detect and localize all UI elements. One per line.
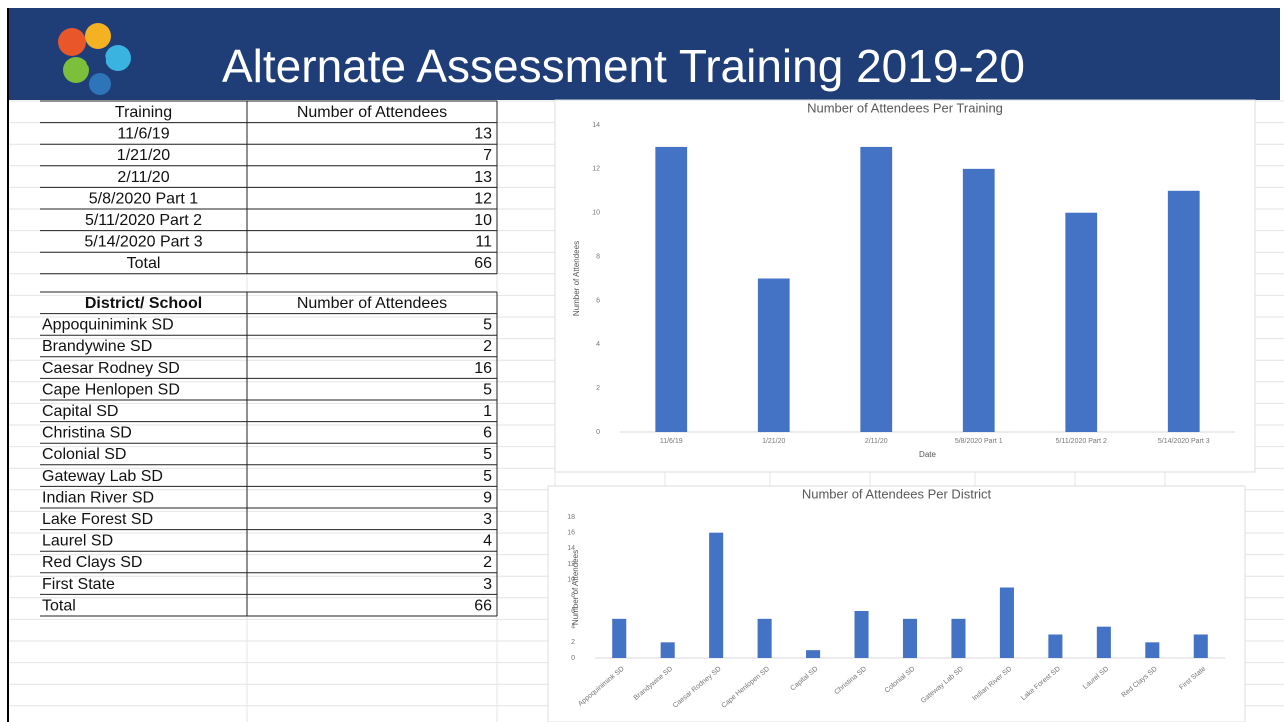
row-label: Capital SD: [42, 403, 118, 420]
banner: [8, 8, 1280, 100]
y-tick-label: 18: [567, 514, 575, 521]
row-label: Laurel SD: [42, 533, 113, 550]
bar: [1145, 642, 1160, 658]
y-tick-label: 10: [567, 577, 575, 584]
row-value: 11: [475, 234, 492, 251]
y-tick-label: 2: [571, 639, 575, 646]
bar: [1096, 626, 1111, 658]
y-tick-label: 8: [571, 592, 575, 599]
row-label: Brandywine SD: [42, 338, 152, 355]
x-tick-label: 1/21/20: [762, 438, 785, 445]
row-value: 66: [474, 597, 492, 614]
y-tick-label: 14: [567, 545, 575, 552]
y-tick-label: 4: [571, 624, 575, 631]
y-tick-label: 16: [567, 530, 575, 537]
bar: [612, 618, 627, 658]
row-value: 6: [483, 425, 492, 442]
column-header: Training: [115, 104, 172, 121]
row-value: 2: [483, 554, 492, 571]
x-tick-label: 11/6/19: [660, 438, 683, 445]
row-label: 5/14/2020 Part 3: [84, 234, 202, 251]
row-label: Red Clays SD: [42, 554, 142, 571]
x-axis-label: Date: [919, 450, 936, 459]
y-tick-label: 0: [596, 429, 600, 436]
x-tick-label: 2/11/20: [865, 438, 888, 445]
row-label: Appoquinimink SD: [42, 317, 174, 334]
row-value: 5: [483, 446, 492, 463]
row-label: 11/6/19: [117, 126, 169, 143]
row-value: 13: [474, 126, 492, 143]
y-tick-label: 12: [567, 561, 575, 568]
row-value: 9: [483, 489, 492, 506]
chart-title: Number of Attendees Per Training: [807, 100, 1003, 115]
y-axis-label: Number of Attendees: [571, 550, 580, 625]
row-value: 3: [483, 576, 492, 593]
row-value: 3: [483, 511, 492, 528]
slide-title: Alternate Assessment Training 2019-20: [222, 40, 1025, 92]
logo: [58, 23, 131, 95]
column-header: District/ School: [85, 295, 202, 312]
column-header: Number of Attendees: [297, 104, 447, 121]
chart-box: [547, 485, 1246, 722]
bar: [660, 642, 675, 658]
row-value: 5: [483, 468, 492, 485]
column-header: Number of Attendees: [297, 295, 447, 312]
row-label: Cape Henlopen SD: [42, 381, 180, 398]
row-label: Gateway Lab SD: [42, 468, 163, 485]
row-label: 2/11/20: [117, 169, 169, 186]
y-tick-label: 12: [592, 166, 600, 173]
row-value: 1: [483, 403, 492, 420]
bar: [860, 146, 893, 432]
row-label: Lake Forest SD: [42, 511, 153, 528]
row-label: First State: [42, 576, 115, 593]
y-tick-label: 8: [596, 253, 600, 260]
x-tick-label: 5/14/2020 Part 3: [1158, 438, 1210, 445]
bar: [854, 611, 869, 658]
row-value: 5: [483, 381, 492, 398]
row-value: 16: [474, 360, 492, 377]
bar: [962, 168, 995, 432]
bar: [655, 146, 688, 432]
row-value: 12: [474, 190, 492, 207]
row-label: Indian River SD: [42, 489, 154, 506]
row-value: 4: [483, 533, 492, 550]
row-value: 66: [474, 255, 492, 272]
y-tick-label: 0: [571, 655, 575, 662]
row-label: Colonial SD: [42, 446, 126, 463]
y-tick-label: 4: [596, 341, 600, 348]
y-tick-label: 14: [592, 122, 600, 129]
row-label: 5/11/2020 Part 2: [85, 212, 202, 229]
bar: [1193, 634, 1208, 658]
bar: [1065, 212, 1098, 432]
row-value: 7: [483, 147, 492, 164]
bar: [902, 618, 918, 658]
bar: [806, 650, 821, 658]
row-label: 1/21/20: [117, 147, 170, 164]
y-axis-label: Number of Attendees: [572, 241, 581, 316]
row-label: Total: [42, 597, 76, 614]
row-value: 5: [483, 317, 492, 334]
y-tick-label: 6: [596, 297, 600, 304]
row-value: 13: [474, 169, 492, 186]
bar: [757, 618, 772, 658]
x-tick-label: 5/11/2020 Part 2: [1056, 438, 1107, 445]
chart-title: Number of Attendees Per District: [802, 486, 992, 501]
row-label: Christina SD: [42, 425, 132, 442]
y-tick-label: 6: [571, 608, 575, 615]
row-label: 5/8/2020 Part 1: [89, 190, 199, 207]
bar: [1048, 634, 1063, 658]
y-tick-label: 2: [596, 385, 600, 392]
bar: [1167, 190, 1200, 432]
bar: [951, 618, 966, 658]
x-tick-label: 5/8/2020 Part 1: [955, 438, 1003, 445]
y-tick-label: 10: [592, 210, 600, 217]
bar: [999, 587, 1014, 658]
row-value: 2: [483, 338, 492, 355]
row-label: Caesar Rodney SD: [42, 360, 180, 377]
row-label: Total: [127, 255, 161, 272]
row-value: 10: [474, 212, 492, 229]
bar: [757, 278, 790, 432]
bar: [709, 532, 724, 658]
